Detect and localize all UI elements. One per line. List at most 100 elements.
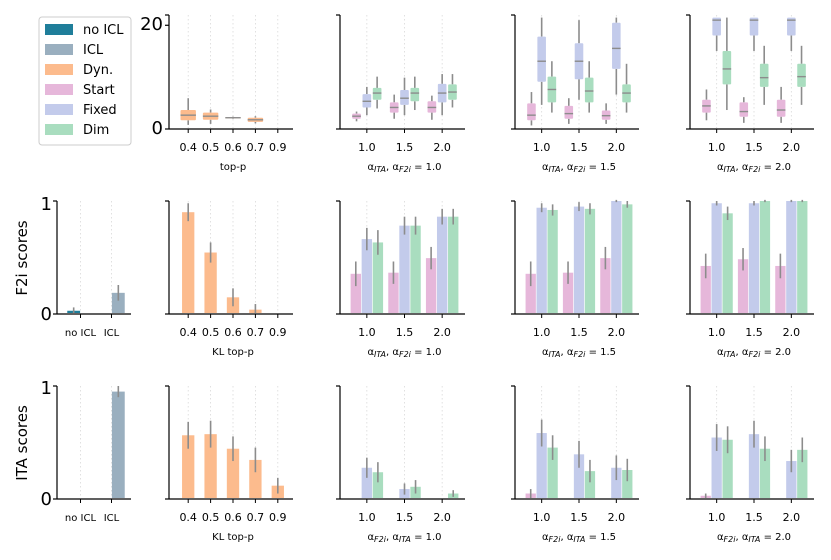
bar [525, 273, 536, 313]
y-tick-row1-0: 0 [152, 118, 163, 139]
x-tick-label: 2.0 [608, 511, 626, 524]
bar [737, 259, 749, 313]
x-tick-label: 0.4 [179, 141, 197, 154]
chart-r2-a10: 1.0 1.5 2.0 αITA, αF2i = 1.0 [336, 200, 465, 359]
chart-r1-a10: 1.0 1.5 2.0 αITA, αF2i = 1.0 [336, 14, 465, 174]
box [759, 63, 769, 87]
x-tick-label: 1.0 [708, 511, 726, 524]
y-tick-row2-1: 1 [41, 194, 52, 215]
box [712, 17, 721, 36]
box [400, 89, 409, 105]
bar [711, 203, 722, 313]
chart-r2-topp: 0.4 0.5 0.6 0.7 0.9 KL top-p [165, 200, 293, 358]
bar [111, 391, 125, 498]
y-tick-row1-20: 20 [140, 14, 163, 35]
bar [361, 239, 373, 313]
bar [622, 470, 633, 498]
bar [748, 203, 760, 313]
box [749, 17, 759, 36]
chart-r2-a20: 1.0 1.5 2.0 αITA, αF2i = 2.0 [686, 199, 814, 359]
bar [584, 208, 596, 313]
x-tick-label: 2.0 [608, 326, 626, 339]
x-tick-label: 0.6 [224, 511, 242, 524]
bar [573, 206, 585, 313]
x-axis-label: αITA, αF2i = 2.0 [717, 347, 791, 359]
legend-swatch-dyn [45, 64, 73, 75]
y-tick-row3-1: 1 [41, 378, 52, 399]
x-axis-label: top-p [220, 162, 246, 173]
x-tick-label: 1.5 [570, 326, 588, 339]
x-axis-label: αITA, αF2i = 2.0 [717, 162, 791, 174]
bar [182, 435, 195, 498]
box [776, 99, 786, 117]
x-tick-label: 1.0 [533, 326, 551, 339]
y-axis-label-f2i: F2i scores [13, 220, 31, 295]
x-tick-label: 1.5 [745, 511, 763, 524]
chart-r1-a15: 1.0 1.5 2.0 αITA, αF2i = 1.5 [511, 14, 639, 174]
legend-swatch-icl [45, 44, 73, 55]
plot-area: 0.4 0.5 0.6 0.7 0.9 top-p 1.0 1.5 2.0 αITA, αF2i … [53, 14, 814, 544]
x-tick-label: 0.9 [269, 326, 287, 339]
x-axis-label: KL top-p [212, 347, 254, 358]
x-tick-label: 2.0 [433, 326, 451, 339]
bar [711, 437, 722, 498]
x-tick-label: 2.0 [433, 511, 451, 524]
bar [204, 434, 217, 498]
bar [536, 433, 547, 498]
x-tick-label: 1.5 [570, 511, 588, 524]
bar [759, 201, 771, 313]
bar [350, 273, 361, 313]
box [527, 103, 536, 121]
bar [573, 454, 585, 498]
bar [562, 272, 574, 313]
bar [759, 448, 771, 498]
x-axis-label: αF2i, αITA = 1.0 [367, 532, 441, 544]
x-tick-label: no ICL [65, 513, 97, 524]
bar [722, 213, 733, 313]
chart-r2-a15: 1.0 1.5 2.0 αITA, αF2i = 1.5 [511, 199, 639, 359]
x-tick-label: 1.5 [396, 511, 414, 524]
legend-label-dim: Dim [83, 123, 109, 138]
x-axis-label: αITA, αF2i = 1.0 [367, 347, 441, 359]
chart-r3-a10: 1.0 1.5 2.0 αF2i, αITA = 1.0 [336, 385, 465, 544]
box [564, 105, 574, 119]
x-tick-label: 0.6 [224, 326, 242, 339]
x-tick-label: 0.5 [202, 141, 220, 154]
box [537, 36, 546, 82]
bar [372, 242, 384, 313]
bar [797, 449, 808, 498]
bar [388, 272, 399, 313]
x-tick-label: 1.0 [358, 141, 376, 154]
x-axis-label: KL top-p [212, 532, 254, 543]
x-axis-label: αF2i, αITA = 2.0 [717, 532, 791, 544]
x-tick-label: 0.7 [247, 326, 265, 339]
bar [226, 448, 240, 498]
x-tick-label: 0.9 [269, 511, 287, 524]
x-tick-label: 1.0 [708, 141, 726, 154]
chart-r1-topp: 0.4 0.5 0.6 0.7 0.9 top-p [165, 14, 293, 173]
x-axis-label: αF2i, αITA = 1.5 [542, 532, 616, 544]
x-tick-label: 2.0 [433, 141, 451, 154]
x-tick-label: 1.5 [396, 326, 414, 339]
legend-label-fixed: Fixed [83, 103, 117, 118]
x-tick-label: ICL [104, 513, 120, 524]
bar [622, 204, 633, 313]
bar [600, 258, 611, 313]
legend-swatch-no-icl [45, 24, 73, 35]
box [372, 87, 382, 100]
x-tick-label: 1.0 [358, 326, 376, 339]
y-axis-label-ita: ITA scores [13, 405, 31, 481]
bar [547, 447, 558, 498]
chart-r3-a15: 1.0 1.5 2.0 αF2i, αITA = 1.5 [511, 385, 639, 544]
bar [722, 439, 733, 498]
bar [182, 212, 195, 313]
chart-r2-icl: no ICL ICL [53, 200, 131, 339]
x-tick-label: 2.0 [608, 141, 626, 154]
chart-r3-topp: 0.4 0.5 0.6 0.7 0.9 KL top-p [165, 385, 293, 543]
x-tick-label: no ICL [65, 328, 97, 339]
box [739, 102, 749, 117]
x-tick-label: 0.4 [179, 511, 197, 524]
x-tick-label: 1.5 [396, 141, 414, 154]
x-tick-label: 1.0 [533, 141, 551, 154]
